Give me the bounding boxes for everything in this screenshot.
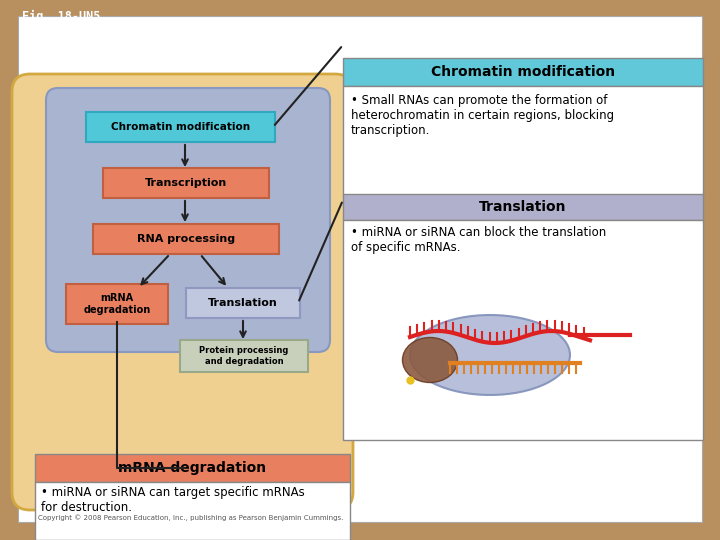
Text: Copyright © 2008 Pearson Education, Inc., publishing as Pearson Benjamin Cumming: Copyright © 2008 Pearson Education, Inc.…	[38, 515, 343, 521]
FancyBboxPatch shape	[86, 112, 275, 142]
FancyBboxPatch shape	[103, 168, 269, 198]
Text: Fig. 18-UN5: Fig. 18-UN5	[22, 10, 100, 23]
FancyBboxPatch shape	[343, 220, 703, 440]
Text: • miRNA or siRNA can target specific mRNAs
for destruction.: • miRNA or siRNA can target specific mRN…	[41, 486, 305, 514]
FancyBboxPatch shape	[180, 340, 308, 372]
Text: mRNA
degradation: mRNA degradation	[84, 293, 150, 315]
FancyBboxPatch shape	[343, 58, 703, 86]
Text: mRNA degradation: mRNA degradation	[118, 461, 266, 475]
Ellipse shape	[410, 315, 570, 395]
FancyBboxPatch shape	[66, 284, 168, 324]
Text: Transcription: Transcription	[145, 178, 227, 188]
Text: Chromatin modification: Chromatin modification	[111, 122, 250, 132]
FancyBboxPatch shape	[12, 74, 353, 510]
FancyBboxPatch shape	[46, 88, 330, 352]
Text: Protein processing
and degradation: Protein processing and degradation	[199, 346, 289, 366]
Text: • miRNA or siRNA can block the translation
of specific mRNAs.: • miRNA or siRNA can block the translati…	[351, 226, 606, 254]
Ellipse shape	[402, 338, 457, 382]
Text: Translation: Translation	[480, 200, 567, 214]
FancyBboxPatch shape	[343, 86, 703, 196]
FancyBboxPatch shape	[35, 454, 350, 482]
Text: Chromatin modification: Chromatin modification	[431, 65, 615, 79]
FancyBboxPatch shape	[93, 224, 279, 254]
Text: RNA processing: RNA processing	[137, 234, 235, 244]
FancyBboxPatch shape	[343, 194, 703, 220]
FancyBboxPatch shape	[186, 288, 300, 318]
Text: Translation: Translation	[208, 298, 278, 308]
FancyBboxPatch shape	[35, 482, 350, 540]
Text: • Small RNAs can promote the formation of
heterochromatin in certain regions, bl: • Small RNAs can promote the formation o…	[351, 94, 614, 137]
FancyBboxPatch shape	[18, 16, 702, 522]
